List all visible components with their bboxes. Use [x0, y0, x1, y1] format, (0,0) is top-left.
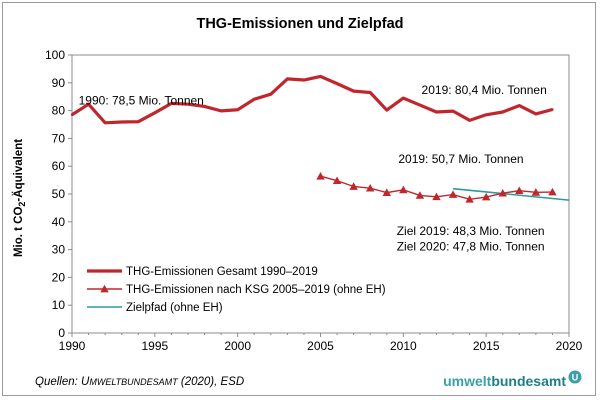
series-gesamt-point [484, 113, 488, 116]
x-tick-label: 1990 [59, 339, 86, 353]
logo-part-bundesamt: bundesamt [491, 373, 566, 389]
legend-label-gesamt: THG-Emissionen Gesamt 1990–2019 [126, 266, 318, 278]
source-suffix: (2020), ESD [178, 376, 244, 388]
annotation-label: 1990: 78,5 Mio. Tonnen [79, 93, 204, 107]
source-note: Quellen: UMWELTBUNDESAMT (2020), ESD [35, 376, 244, 388]
series-ksg-marker [531, 188, 541, 196]
series-gesamt-point [137, 120, 140, 123]
x-tick-label: 2020 [556, 339, 583, 353]
series-gesamt-point [385, 108, 388, 112]
series-gesamt-point [103, 121, 107, 125]
annotations: 1990: 78,5 Mio. Tonnen 2019: 80,4 Mio. To… [79, 83, 547, 254]
x-tick-label: 2000 [224, 339, 251, 353]
series-ksg-marker [399, 185, 408, 194]
series-ksg-marker [366, 183, 375, 192]
series-gesamt-line [71, 74, 553, 125]
series-gesamt-point [120, 120, 123, 124]
series-ksg-marker [332, 176, 342, 185]
series-gesamt-point [319, 75, 322, 78]
legend: THG-Emissionen Gesamt 1990–2019 THG-Emis… [87, 266, 386, 314]
series-gesamt-point [70, 113, 74, 116]
logo-mark-letter: U [572, 373, 579, 383]
source-org-smallcaps: MWELTBUNDESAMT [89, 377, 179, 387]
x-tick-label: 2015 [473, 339, 500, 353]
y-tick-label: 60 [52, 159, 66, 173]
logo-part-umwelt: umwelt [443, 373, 492, 389]
series-gesamt-point [551, 108, 554, 111]
series-gesamt-point [87, 103, 90, 106]
logo-mark-icon [568, 370, 582, 384]
annotation-label: Ziel 2020: 47,8 Mio. Tonnen [397, 239, 545, 253]
series-gesamt-point [501, 110, 504, 114]
chart-title: THG-Emissionen und Zielpfad [196, 16, 403, 32]
x-tick-label: 2005 [307, 339, 334, 353]
y-tick-label: 90 [52, 76, 66, 90]
series-gesamt-point [286, 77, 289, 81]
series-ksg-marker [415, 191, 425, 199]
legend-marker-ksg [100, 284, 109, 293]
series-gesamt-point [335, 82, 339, 85]
y-tick-label: 30 [52, 243, 66, 257]
series-gesamt-point [269, 92, 272, 96]
annotation-label: Ziel 2019: 48,3 Mio. Tonnen [397, 224, 545, 238]
series-ksg-marker [465, 195, 474, 203]
series-gesamt-point [418, 103, 422, 107]
source-prefix: Quellen: [35, 376, 81, 388]
series-ksg-marker [481, 192, 491, 201]
logo-wordmark: umweltbundesamt [443, 373, 566, 389]
series-zielpfad-line [452, 187, 570, 201]
series-gesamt-point [253, 98, 256, 101]
series-ksg-marker [382, 188, 391, 196]
source-org-initial: U [81, 376, 90, 388]
y-axis-label-sub: 2 [17, 202, 27, 207]
y-tick-label: 100 [45, 48, 65, 62]
annotation-label: 2019: 80,4 Mio. Tonnen [422, 83, 547, 97]
axes: 0 10 20 30 40 50 60 70 80 90 100 1990 1995 2000 2005 20… [45, 48, 583, 353]
y-tick-label: 70 [52, 131, 66, 145]
x-tick-label: 1995 [141, 339, 168, 353]
y-tick-label: 10 [52, 298, 66, 312]
series-gesamt-point [170, 102, 173, 105]
series-gesamt-point [369, 91, 372, 94]
series-gesamt-point [518, 104, 521, 107]
series-gesamt-point [352, 89, 355, 93]
y-axis-label-pre: Mio. t CO [13, 207, 25, 258]
y-tick-label: 40 [52, 215, 66, 229]
series-gesamt-point [236, 108, 239, 111]
series-ksg-marker [548, 187, 557, 196]
uba-logo: umweltbundesamt U [443, 370, 582, 389]
series-gesamt-point [402, 96, 405, 100]
series-gesamt-point [534, 112, 538, 116]
legend-label-zielpfad: Zielpfad (ohne EH) [126, 302, 223, 314]
series-ksg-marker [515, 186, 524, 195]
series-gesamt-point [468, 119, 471, 122]
legend-label-ksg: THG-Emissionen nach KSG 2005–2019 (ohne … [126, 284, 386, 296]
y-axis-label-post: -Äquivalent [12, 139, 25, 202]
chart-frame [2, 2, 596, 396]
series-ksg-marker [316, 172, 325, 180]
y-tick-label: 80 [52, 104, 66, 118]
series-gesamt-point [219, 109, 223, 113]
series-layer [70, 74, 570, 203]
y-tick-label: 50 [52, 187, 66, 201]
y-tick-label: 20 [52, 270, 66, 284]
x-tick-label: 2010 [390, 339, 417, 353]
series-gesamt-point [153, 111, 157, 115]
source-org: UMWELTBUNDESAMT [81, 376, 179, 388]
series-gesamt-point [451, 109, 455, 113]
series-gesamt-point [186, 103, 190, 106]
series-ksg-marker [448, 190, 458, 198]
series-ksg-marker [432, 192, 441, 201]
series-gesamt-point [302, 78, 306, 82]
y-tick-label: 0 [58, 326, 65, 340]
series-gesamt-point [203, 105, 206, 108]
y-axis-label: Mio. t CO2-Äquivalent [12, 139, 27, 257]
series-ksg-marker [349, 182, 358, 190]
annotation-label: 2019: 50,7 Mio. Tonnen [398, 152, 523, 166]
series-ksg-marker [498, 188, 507, 197]
series-gesamt-point [435, 110, 438, 114]
